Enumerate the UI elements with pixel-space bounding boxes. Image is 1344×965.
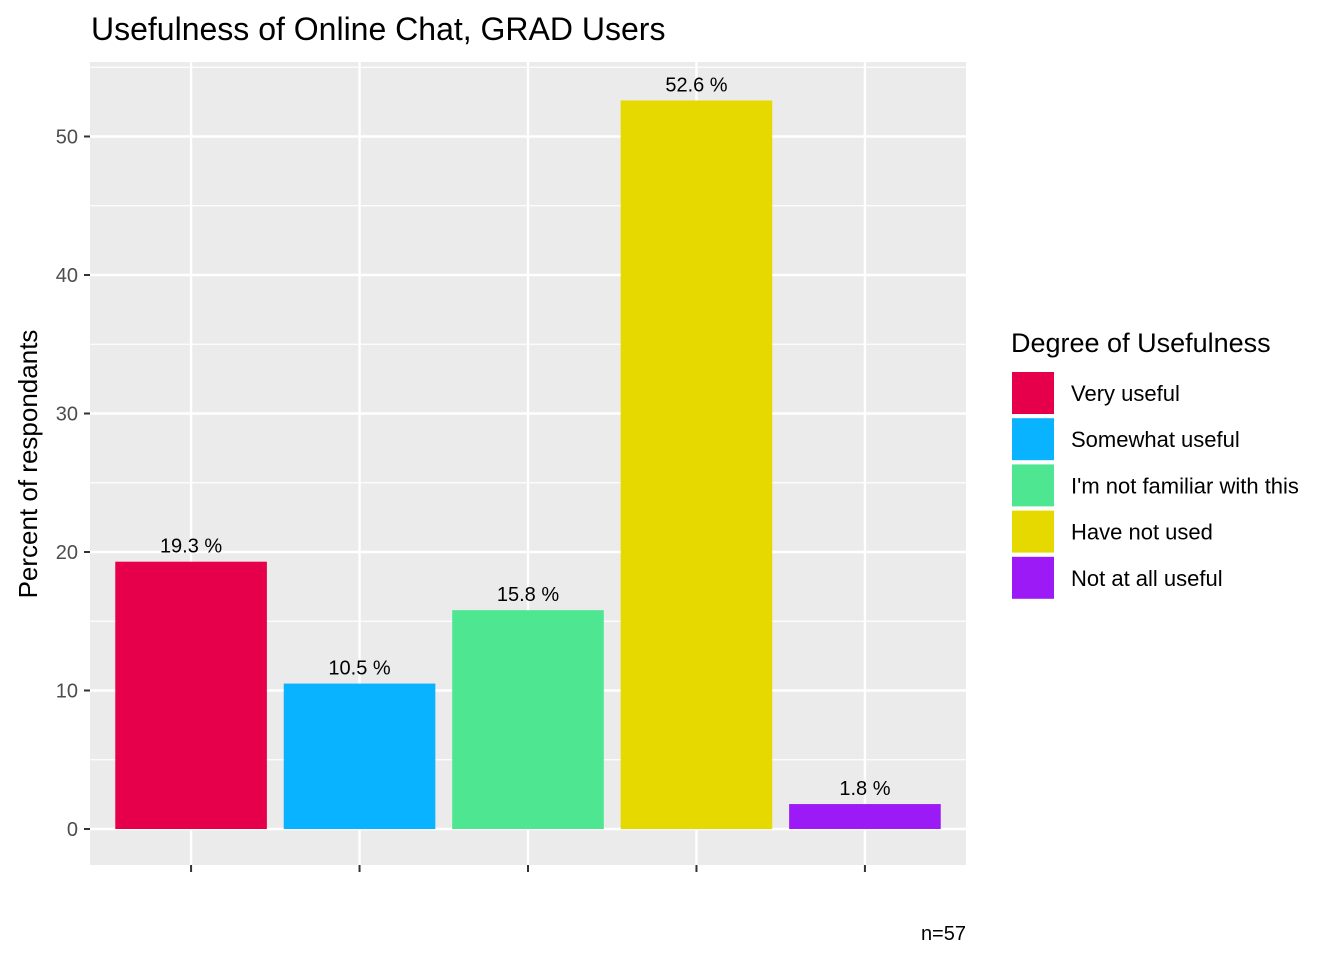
- y-tick-label: 30: [56, 404, 78, 426]
- bar-value-label: 19.3 %: [160, 536, 222, 558]
- bar: [452, 610, 604, 829]
- legend-label: Have not used: [1071, 520, 1213, 545]
- legend-label: Somewhat useful: [1071, 427, 1240, 452]
- chart-title: Usefulness of Online Chat, GRAD Users: [91, 11, 665, 47]
- bars: [115, 100, 941, 830]
- legend-swatch: [1010, 554, 1056, 601]
- y-tick-label: 40: [56, 265, 78, 287]
- bar: [789, 804, 941, 829]
- legend-label: Very useful: [1071, 381, 1180, 406]
- legend: Degree of Usefulness Very useful Somewhat…: [1010, 328, 1299, 601]
- legend-swatch: [1010, 416, 1056, 463]
- bar-value-labels: 19.3 % 10.5 % 15.8 % 52.6 % 1.8 %: [160, 74, 891, 800]
- legend-swatch: [1010, 370, 1056, 416]
- legend-swatch: [1010, 508, 1056, 555]
- legend-swatch: [1010, 462, 1056, 509]
- legend-label: Not at all useful: [1071, 566, 1223, 591]
- bar-value-label: 1.8 %: [839, 778, 890, 800]
- legend-label: I'm not familiar with this: [1071, 473, 1299, 498]
- bar: [115, 561, 267, 829]
- y-tick-label: 20: [56, 542, 78, 564]
- axes: 0 10 20 30 40 50: [56, 127, 866, 872]
- chart-caption: n=57: [921, 923, 966, 945]
- bar: [283, 683, 436, 829]
- y-tick-label: 0: [67, 819, 78, 841]
- bar-value-label: 15.8 %: [497, 584, 559, 606]
- bar-value-label: 52.6 %: [665, 74, 727, 96]
- y-tick-label: 10: [56, 681, 78, 703]
- bar: [620, 100, 773, 830]
- y-axis-label: Percent of respondants: [13, 330, 43, 599]
- bar-value-label: 10.5 %: [328, 658, 390, 680]
- y-tick-label: 50: [56, 127, 78, 149]
- legend-title: Degree of Usefulness: [1011, 328, 1271, 358]
